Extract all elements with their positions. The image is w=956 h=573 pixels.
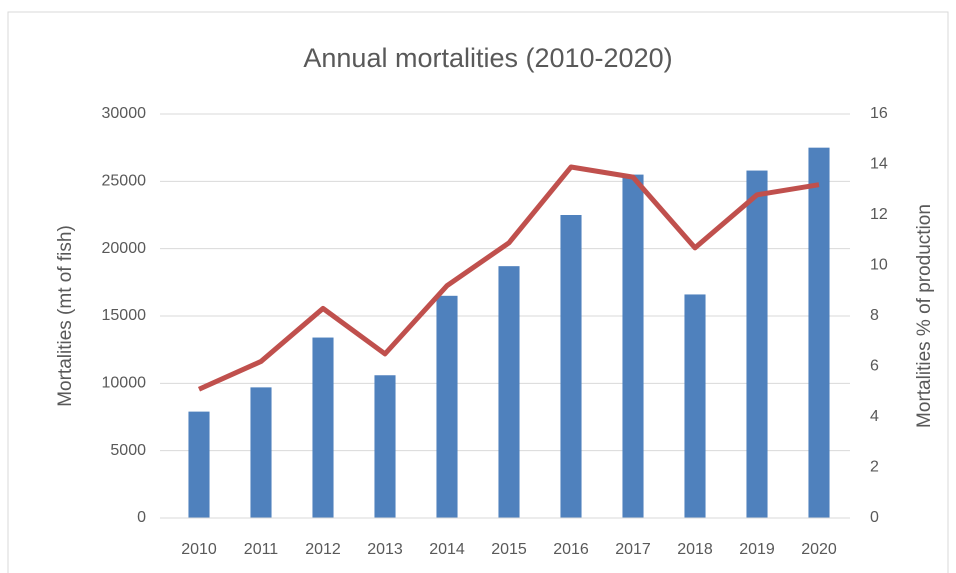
y-tick-label: 0 bbox=[137, 509, 146, 526]
x-tick-label: 2010 bbox=[181, 541, 217, 558]
bar bbox=[498, 266, 520, 518]
x-tick-label: 2017 bbox=[615, 541, 651, 558]
y2-tick-label: 4 bbox=[870, 408, 879, 425]
x-tick-label: 2018 bbox=[677, 541, 713, 558]
x-tick-label: 2019 bbox=[739, 541, 775, 558]
chart-title: Annual mortalities (2010-2020) bbox=[303, 43, 672, 73]
y2-tick-label: 6 bbox=[870, 358, 879, 375]
y-tick-label: 10000 bbox=[102, 375, 147, 392]
line bbox=[197, 164, 820, 392]
x-tick-label: 2016 bbox=[553, 541, 589, 558]
bar bbox=[188, 411, 210, 518]
x-tick-label: 2020 bbox=[801, 541, 837, 558]
x-tick-label: 2014 bbox=[429, 541, 465, 558]
bar bbox=[808, 147, 830, 518]
bar bbox=[684, 294, 706, 518]
y-tick-label: 15000 bbox=[102, 307, 147, 324]
bar bbox=[746, 170, 768, 518]
bar bbox=[622, 174, 644, 518]
y2-tick-label: 8 bbox=[870, 307, 879, 324]
y2-tick-label: 2 bbox=[870, 459, 879, 476]
y2-tick-label: 0 bbox=[870, 509, 879, 526]
x-tick-label: 2013 bbox=[367, 541, 403, 558]
x-tick-label: 2012 bbox=[305, 541, 341, 558]
y-tick-label: 25000 bbox=[102, 173, 147, 190]
bar bbox=[312, 337, 334, 518]
bar bbox=[250, 387, 272, 518]
x-tick-label: 2011 bbox=[244, 541, 279, 558]
y2-tick-label: 14 bbox=[870, 156, 888, 173]
y-tick-label: 30000 bbox=[102, 105, 147, 122]
y2-tick-label: 16 bbox=[870, 105, 888, 122]
y2-tick-label: 12 bbox=[870, 206, 888, 223]
y-tick-label: 5000 bbox=[110, 442, 146, 459]
bar bbox=[374, 375, 396, 518]
y-axis-title: Mortalities (mt of fish) bbox=[55, 225, 76, 407]
x-tick-label: 2015 bbox=[491, 541, 527, 558]
chart-frame bbox=[7, 11, 949, 573]
y2-axis-title: Mortalities % of production bbox=[914, 204, 935, 428]
bar bbox=[560, 215, 582, 518]
y-tick-label: 20000 bbox=[102, 240, 147, 257]
y2-tick-label: 10 bbox=[870, 257, 888, 274]
bar bbox=[436, 295, 458, 518]
